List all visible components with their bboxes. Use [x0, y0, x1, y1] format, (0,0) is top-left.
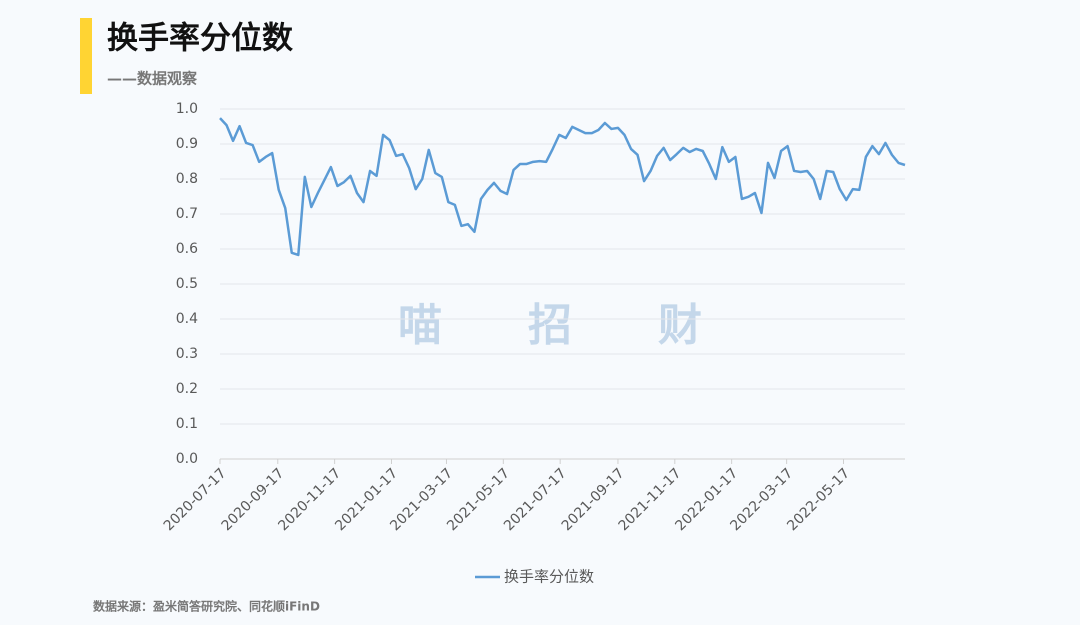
chart-title: 换手率分位数: [107, 21, 293, 57]
y-tick-label: 0.3: [176, 346, 198, 362]
y-tick-label: 0.1: [176, 416, 198, 432]
y-tick-label: 0.2: [176, 381, 198, 397]
watermark-char: 财: [658, 300, 702, 351]
y-tick-label: 0.0: [176, 451, 198, 467]
y-tick-label: 1.0: [176, 101, 198, 117]
y-tick-label: 0.6: [176, 241, 198, 257]
y-tick-label: 0.5: [176, 276, 198, 292]
y-tick-label: 0.7: [176, 206, 198, 222]
watermark: 喵招财: [398, 300, 702, 351]
source-note: 数据来源：盈米简答研究院、同花顺iFinD: [93, 599, 320, 614]
accent-bar: [80, 18, 92, 94]
watermark-char: 喵: [398, 300, 442, 351]
y-tick-label: 0.8: [176, 171, 198, 187]
chart-subtitle: ——数据观察: [107, 70, 198, 88]
y-tick-label: 0.9: [176, 136, 198, 152]
y-tick-label: 0.4: [176, 311, 198, 327]
watermark-char: 招: [528, 300, 572, 351]
legend-label: 换手率分位数: [504, 568, 594, 586]
data-line: [219, 117, 906, 257]
